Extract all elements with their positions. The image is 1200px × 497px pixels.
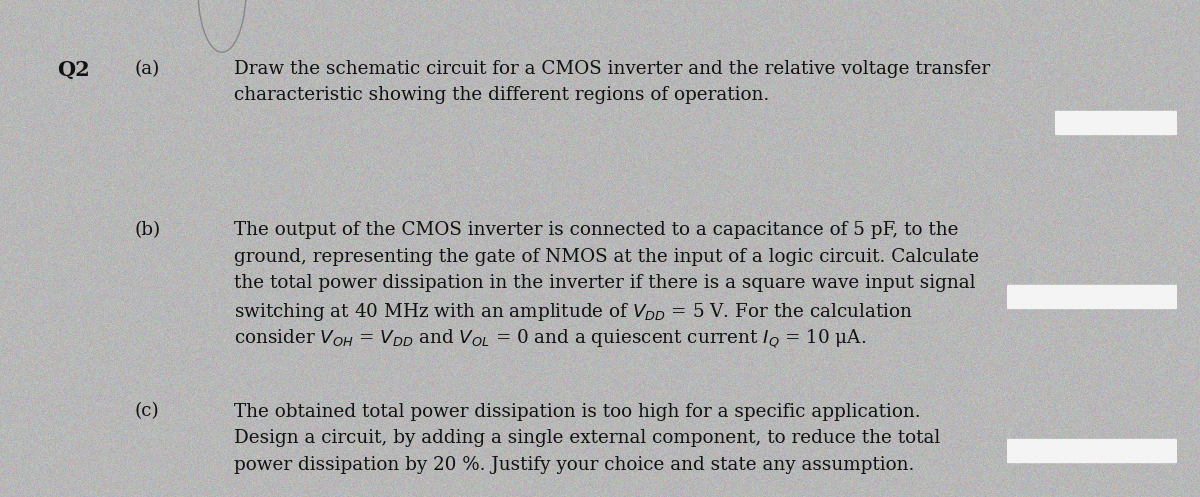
Text: Design a circuit, by adding a single external component, to reduce the total: Design a circuit, by adding a single ext… xyxy=(234,429,941,447)
Text: consider $V_{OH}$ = $V_{DD}$ and $V_{OL}$ = 0 and a quiescent current $I_Q$ = 10: consider $V_{OH}$ = $V_{DD}$ and $V_{OL}… xyxy=(234,328,866,350)
Text: (c): (c) xyxy=(134,403,160,420)
Text: ground, representing the gate of NMOS at the input of a logic circuit. Calculate: ground, representing the gate of NMOS at… xyxy=(234,248,979,266)
Text: characteristic showing the different regions of operation.: characteristic showing the different reg… xyxy=(234,86,769,104)
FancyBboxPatch shape xyxy=(1055,111,1177,135)
FancyBboxPatch shape xyxy=(1007,285,1177,309)
Text: The obtained total power dissipation is too high for a specific application.: The obtained total power dissipation is … xyxy=(234,403,920,420)
Text: Q2: Q2 xyxy=(58,60,90,80)
Text: The output of the CMOS inverter is connected to a capacitance of 5 pF, to the: The output of the CMOS inverter is conne… xyxy=(234,221,959,239)
Text: (a): (a) xyxy=(134,60,160,78)
Text: switching at 40 MHz with an amplitude of $V_{DD}$ = 5 V. For the calculation: switching at 40 MHz with an amplitude of… xyxy=(234,301,913,323)
Text: power dissipation by 20 %. Justify your choice and state any assumption.: power dissipation by 20 %. Justify your … xyxy=(234,456,914,474)
Text: the total power dissipation in the inverter if there is a square wave input sign: the total power dissipation in the inver… xyxy=(234,274,976,292)
Text: Draw the schematic circuit for a CMOS inverter and the relative voltage transfer: Draw the schematic circuit for a CMOS in… xyxy=(234,60,990,78)
Text: (b): (b) xyxy=(134,221,161,239)
FancyBboxPatch shape xyxy=(1007,439,1177,463)
